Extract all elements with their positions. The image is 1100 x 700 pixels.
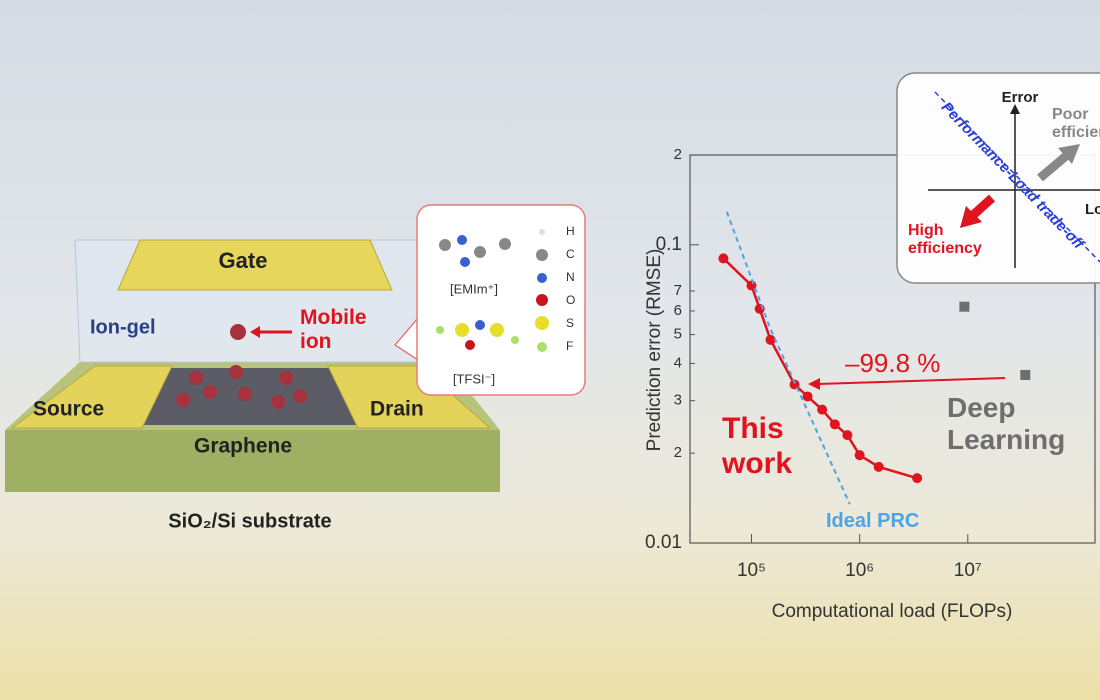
plot-frame xyxy=(689,154,1096,544)
point xyxy=(789,379,800,390)
poor-arrow xyxy=(1037,152,1069,182)
atom-label: S xyxy=(566,316,574,330)
gate-label: Gate xyxy=(219,248,268,273)
y-tick-label: 6 xyxy=(674,302,682,319)
poor-efficiency-label: Poor efficiency xyxy=(1052,106,1100,142)
inset-y-label: Error xyxy=(1002,89,1039,106)
point xyxy=(817,404,828,415)
source-pad xyxy=(10,365,173,429)
cation-label: [EMIm⁺] xyxy=(450,281,498,296)
point xyxy=(842,430,853,441)
high-arrow xyxy=(968,194,996,220)
dashed-line xyxy=(725,211,851,505)
this-work-label: This work xyxy=(722,412,793,480)
reduction-label: –99.8 % xyxy=(845,348,940,378)
ion-gel-label: Ion-gel xyxy=(90,316,156,338)
poor-arrow-head xyxy=(1058,144,1080,164)
point xyxy=(829,419,840,430)
graphene-label: Graphene xyxy=(194,435,292,458)
y-tick-label: 2 xyxy=(674,444,682,461)
atom-label: O xyxy=(566,293,575,307)
high-arrow-head xyxy=(960,206,982,228)
ideal-prc-label: Ideal PRC xyxy=(826,510,920,532)
tradeoff-line xyxy=(934,91,1100,263)
atom-label: H xyxy=(566,224,575,238)
x-tick-label: 10⁷ xyxy=(954,560,982,581)
y-tick-label: 0.1 xyxy=(656,234,682,255)
ions xyxy=(176,324,307,409)
substrate-label: SiO₂/Si substrate xyxy=(168,510,331,532)
reduction-arrow-head xyxy=(808,378,820,390)
y-tick-label: 3 xyxy=(674,392,682,409)
atom-label: F xyxy=(566,339,573,353)
point xyxy=(912,473,923,484)
x-tick-label: 10⁵ xyxy=(737,560,766,581)
deep-learning-label: Deep Learning xyxy=(947,392,1066,456)
y-tick-label: 2 xyxy=(674,146,682,163)
y-tick-label: 7 xyxy=(674,282,682,299)
point xyxy=(873,461,884,472)
molecule-atoms xyxy=(436,229,549,352)
inset-box xyxy=(896,72,1100,284)
point xyxy=(765,334,776,345)
atom-label: N xyxy=(566,270,575,284)
y-tick-label: 5 xyxy=(674,326,682,343)
inset-y-arrow xyxy=(1010,104,1020,114)
drain-pad xyxy=(327,365,492,429)
mobile-ion-label: Mobile ion xyxy=(300,306,367,354)
high-efficiency-label: High efficiency xyxy=(908,222,982,258)
point xyxy=(718,253,729,264)
y-tick-label: 4 xyxy=(674,354,682,371)
reduction-arrow xyxy=(817,377,1006,385)
point xyxy=(802,391,813,402)
inset-x-label: Load xyxy=(1085,201,1100,218)
y-axis-label: Prediction error (RMSE) xyxy=(644,249,665,452)
atom-label: C xyxy=(566,247,575,261)
gate-pad xyxy=(117,239,393,291)
ion-arrow-head xyxy=(250,326,260,338)
point xyxy=(959,301,970,312)
x-tick-label: 10⁶ xyxy=(845,560,874,581)
source-label: Source xyxy=(33,398,104,421)
y-tick-label: 0.01 xyxy=(645,532,682,553)
plot: 0.01 2 3 4 5 6 7 0.1 2 10⁵ 10⁶ 10⁷ xyxy=(645,146,1031,581)
callout-box xyxy=(416,204,586,396)
point xyxy=(854,450,865,461)
point xyxy=(1020,369,1031,380)
drain-label: Drain xyxy=(370,398,424,421)
anion-label: [TFSI⁻] xyxy=(453,371,495,386)
x-axis-label: Computational load (FLOPs) xyxy=(772,601,1013,622)
substrate-front xyxy=(5,430,500,492)
